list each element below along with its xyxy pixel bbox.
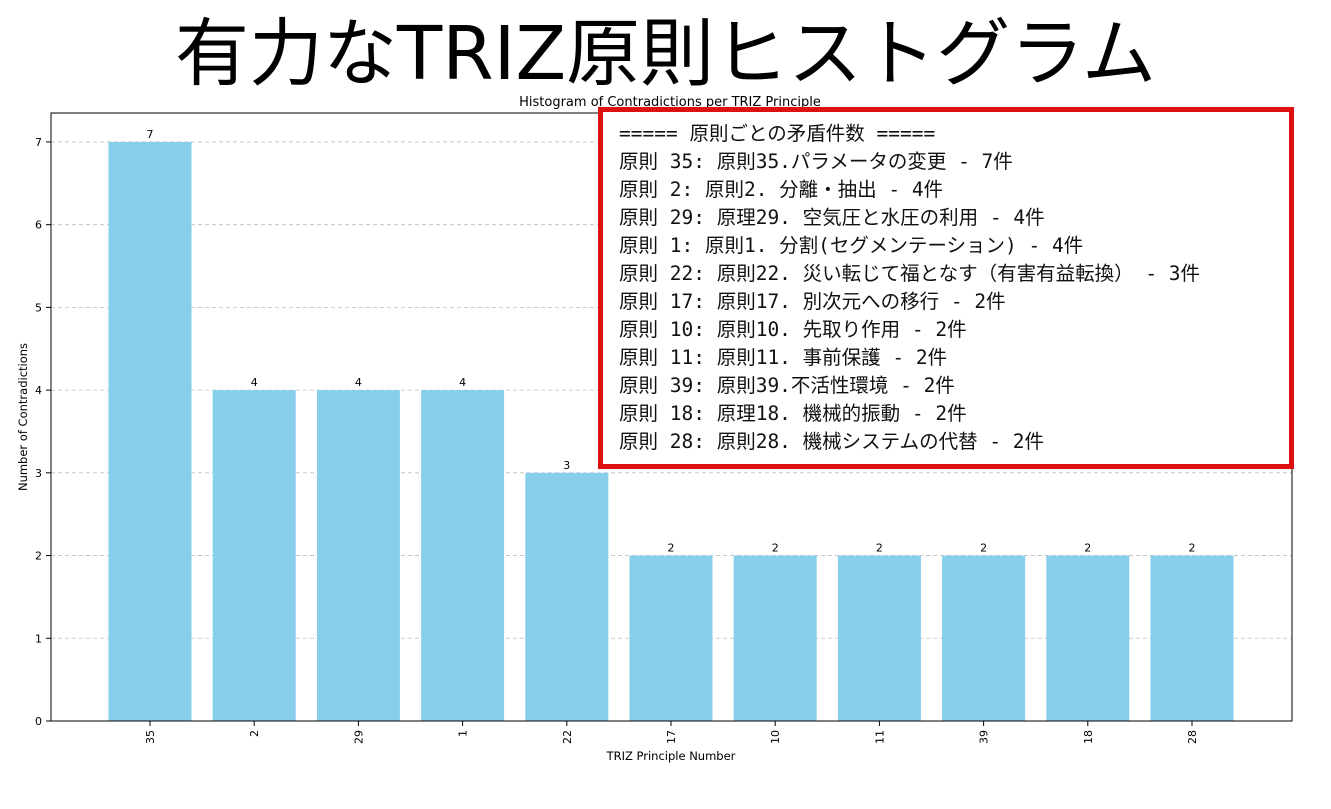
x-tick-label-28: 28	[1186, 730, 1199, 744]
bar-28	[1150, 555, 1234, 721]
x-axis-ticks: 35 2 29 1 22 17 10 11 39 18 28	[144, 721, 1199, 744]
x-tick-label-29: 29	[352, 730, 365, 744]
summary-line: 原則 11: 原則11. 事前保護 - 2件	[619, 346, 948, 369]
summary-line: 原則 1: 原則1. 分割(セグメンテーション) - 4件	[619, 234, 1084, 257]
bar-value-label-28: 2	[1189, 542, 1196, 555]
bar-value-label-29: 4	[355, 376, 362, 389]
x-tick-label-22: 22	[561, 730, 574, 744]
bar-value-label-1: 4	[459, 376, 466, 389]
x-tick-label-35: 35	[144, 730, 157, 744]
bar-2	[212, 390, 296, 721]
summary-line: 原則 18: 原理18. 機械的振動 - 2件	[619, 402, 967, 425]
y-tick-label-1: 1	[35, 632, 42, 645]
summary-line: 原則 29: 原理29. 空気圧と水圧の利用 - 4件	[619, 206, 1045, 229]
bar-22	[525, 472, 609, 721]
x-tick-label-18: 18	[1082, 730, 1095, 744]
summary-line: 原則 17: 原則17. 別次元への移行 - 2件	[619, 290, 1006, 313]
x-tick-label-10: 10	[769, 730, 782, 744]
summary-box: ===== 原則ごとの矛盾件数 ===== 原則 35: 原則35.パラメータの変…	[598, 107, 1294, 469]
x-tick-label-17: 17	[665, 730, 678, 744]
bar-17	[629, 555, 713, 721]
bar-value-label-18: 2	[1084, 542, 1091, 555]
bar-10	[733, 555, 817, 721]
bar-1	[421, 390, 505, 721]
bar-39	[942, 555, 1026, 721]
chart-title: Histogram of Contradictions per TRIZ Pri…	[519, 95, 821, 110]
x-tick-label-2: 2	[248, 730, 261, 737]
summary-line: 原則 22: 原則22. 災い転じて福となす（有害有益転換） - 3件	[619, 262, 1201, 285]
y-tick-label-5: 5	[35, 301, 42, 314]
summary-line: 原則 2: 原則2. 分離・抽出 - 4件	[619, 178, 944, 201]
y-tick-label-3: 3	[35, 467, 42, 480]
y-tick-label-7: 7	[35, 136, 42, 149]
summary-header: ===== 原則ごとの矛盾件数 =====	[619, 122, 936, 145]
x-axis-label: TRIZ Principle Number	[606, 749, 736, 763]
bar-value-label-2: 4	[251, 376, 258, 389]
summary-line: 原則 35: 原則35.パラメータの変更 - 7件	[619, 150, 1013, 173]
y-tick-label-2: 2	[35, 550, 42, 563]
summary-line: 原則 39: 原則39.不活性環境 - 2件	[619, 374, 955, 397]
bar-18	[1046, 555, 1130, 721]
y-axis-ticks: 0 1 2 3 4 5 6 7	[35, 136, 51, 728]
x-tick-label-39: 39	[978, 730, 991, 744]
x-tick-label-11: 11	[873, 730, 886, 744]
bar-value-label-17: 2	[668, 542, 675, 555]
y-tick-label-4: 4	[35, 384, 42, 397]
summary-line: 原則 28: 原則28. 機械システムの代替 - 2件	[619, 430, 1045, 453]
bar-value-label-11: 2	[876, 542, 883, 555]
bar-series: 7 4 4 4 3 2 2 2 2 2 2	[108, 128, 1234, 721]
y-axis-label: Number of Contradictions	[16, 343, 30, 491]
summary-line: 原則 10: 原則10. 先取り作用 - 2件	[619, 318, 967, 341]
bar-value-label-35: 7	[147, 128, 154, 141]
y-tick-label-0: 0	[35, 715, 42, 728]
page-title: 有力なTRIZ原則ヒストグラム	[175, 11, 1156, 97]
bar-29	[316, 390, 400, 721]
bar-value-label-39: 2	[980, 542, 987, 555]
bar-35	[108, 141, 192, 721]
x-tick-label-1: 1	[457, 730, 470, 737]
bar-value-label-22: 3	[563, 459, 570, 472]
bar-value-label-10: 2	[772, 542, 779, 555]
y-tick-label-6: 6	[35, 219, 42, 232]
bar-11	[837, 555, 921, 721]
